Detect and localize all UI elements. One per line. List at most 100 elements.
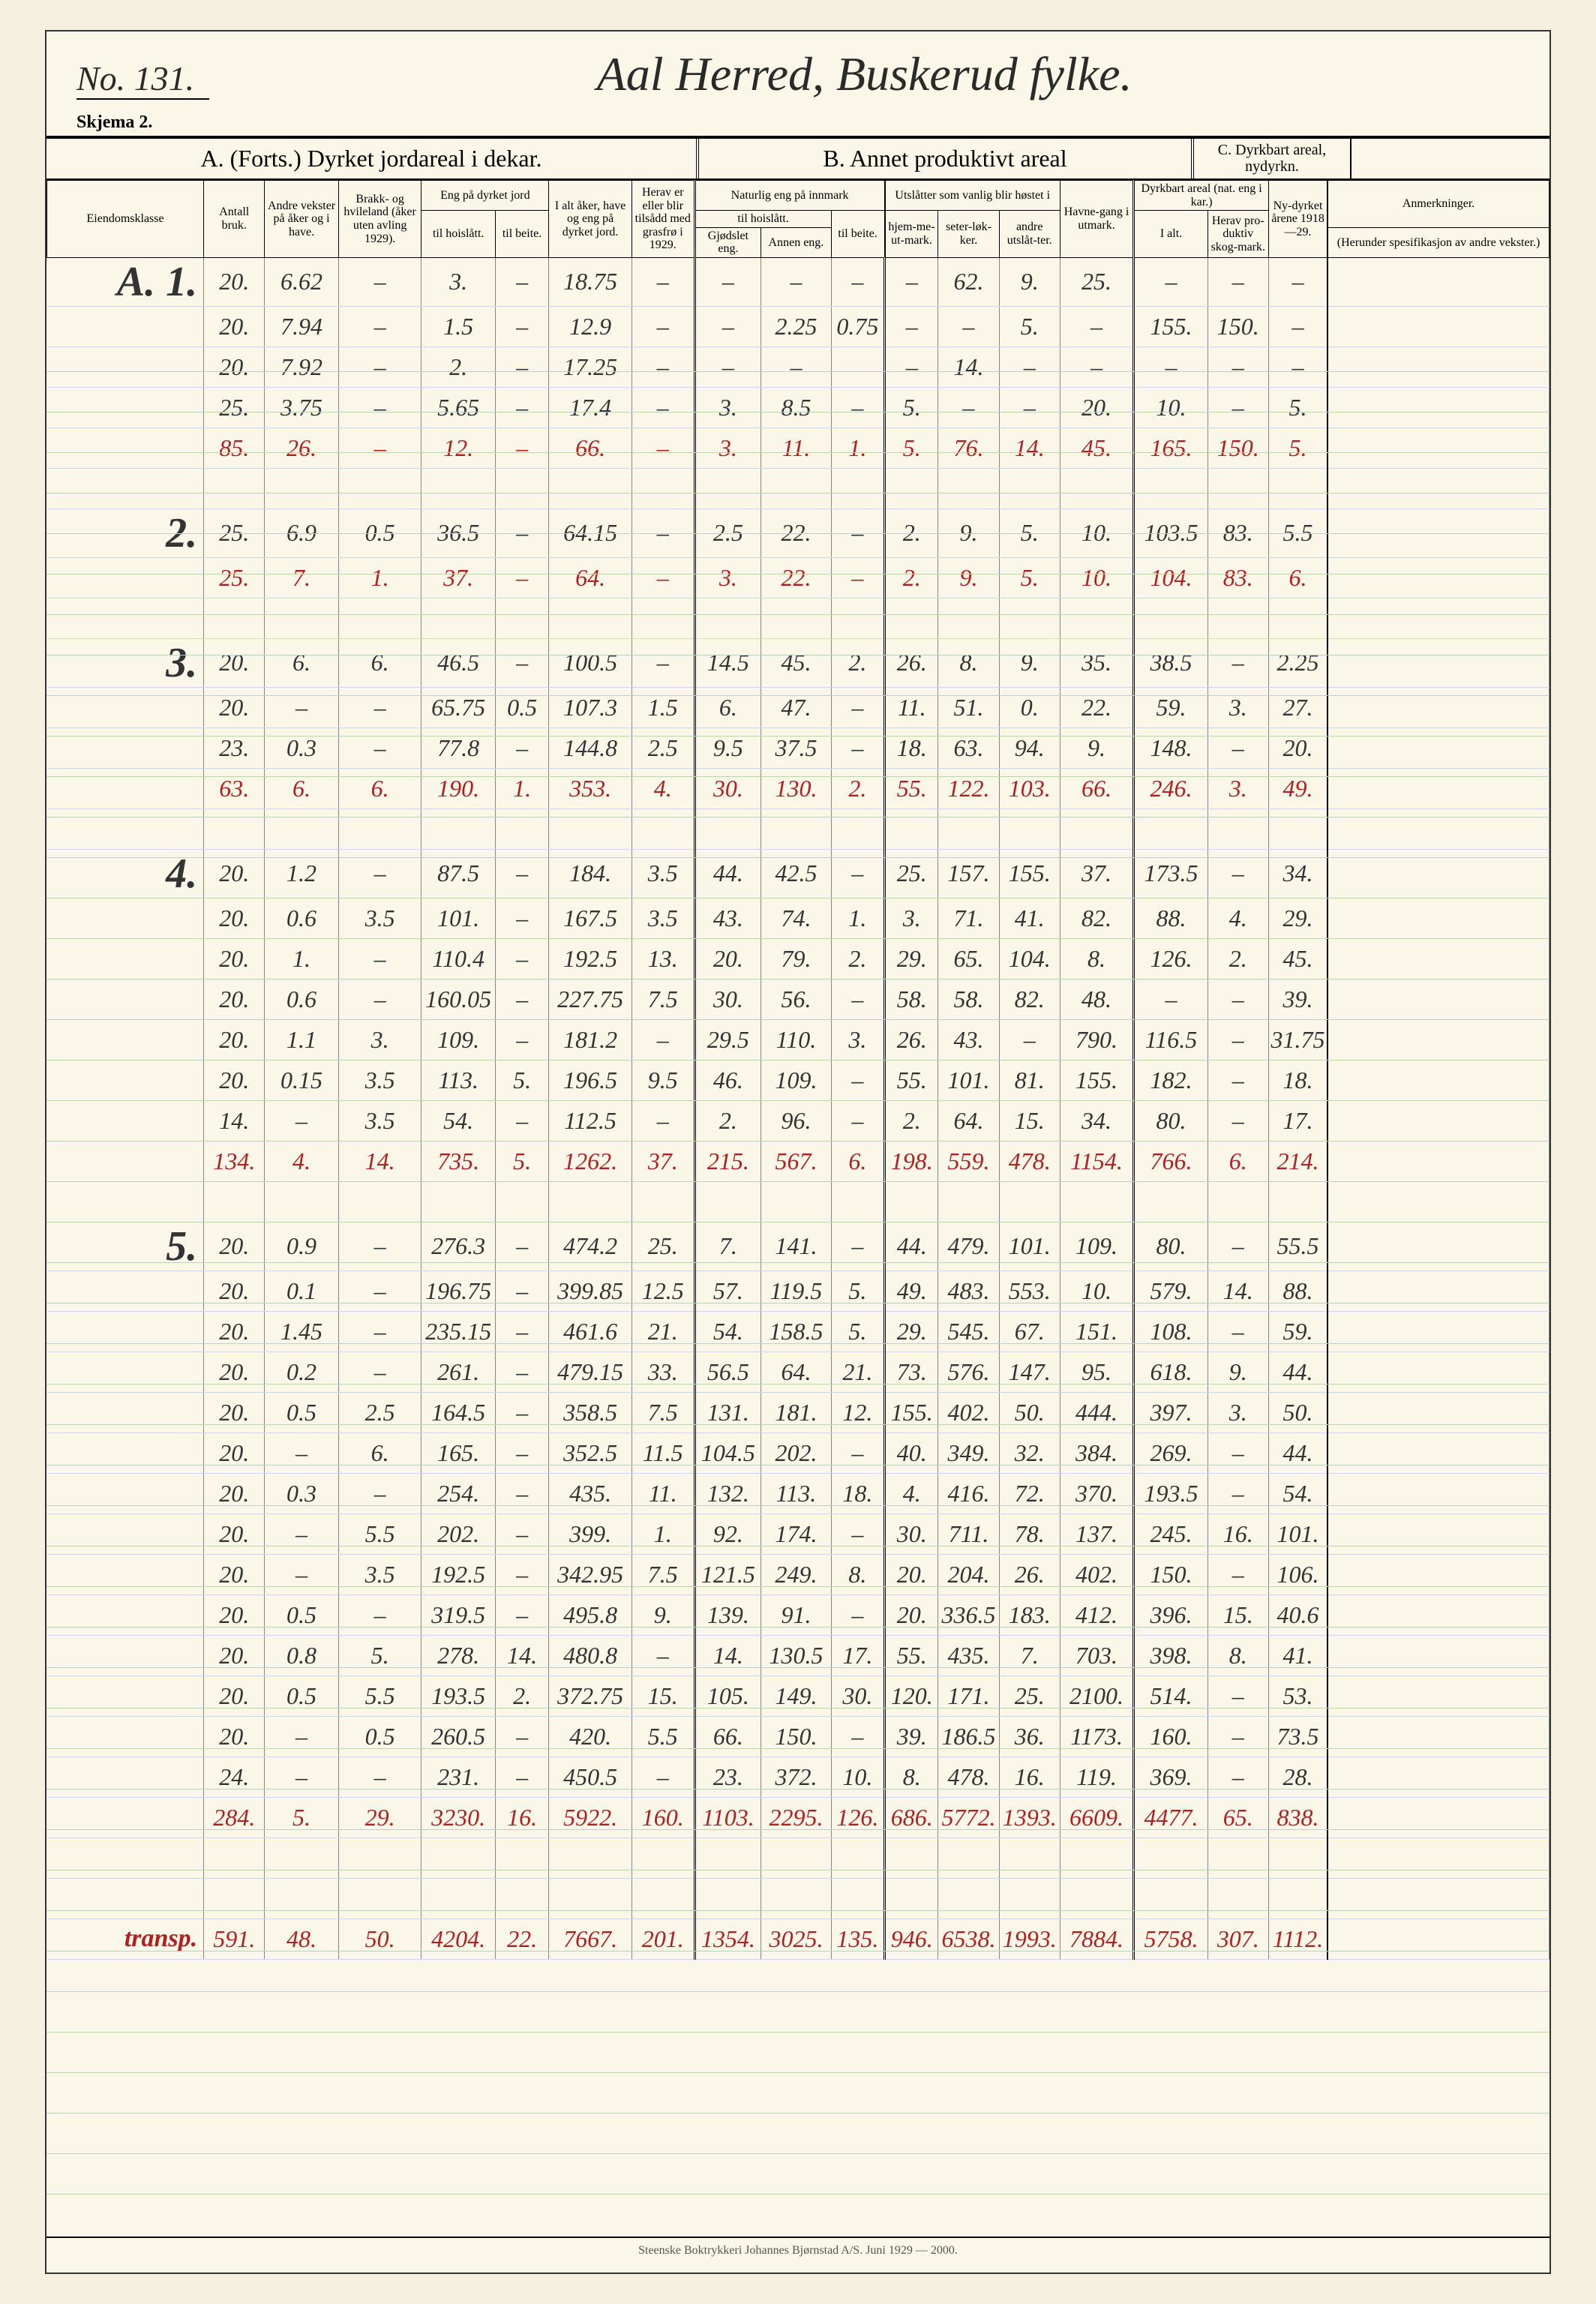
data-cell: 372. <box>761 1756 832 1797</box>
data-cell: – <box>495 979 548 1019</box>
col-nydyrket: Ny-dyrket årene 1918—29. <box>1268 181 1328 258</box>
data-cell <box>1328 898 1549 938</box>
data-cell: 1154. <box>1060 1141 1133 1181</box>
data-cell: 37. <box>1060 849 1133 898</box>
data-cell: 88. <box>1268 1270 1328 1311</box>
data-cell <box>1328 1594 1549 1635</box>
data-cell: 101. <box>422 898 495 938</box>
col-d-ialt: I alt. <box>1134 211 1208 258</box>
data-cell: 55. <box>885 768 938 808</box>
table-row: 20.0.55.5193.52.372.7515.105.149.30.120.… <box>47 1676 1550 1716</box>
data-cell: 20. <box>204 1635 265 1676</box>
data-cell: 790. <box>1060 1019 1133 1060</box>
data-cell: 29. <box>1268 898 1328 938</box>
data-cell <box>1328 1716 1549 1756</box>
data-cell: – <box>495 428 548 468</box>
data-cell: 235.15 <box>422 1311 495 1352</box>
data-cell: 121.5 <box>694 1554 761 1594</box>
table-row: 25.7.1.37.–64.–3.22.–2.9.5.10.104.83.6. <box>47 557 1550 598</box>
col-naturlig-group: Naturlig eng på innmark <box>694 181 884 211</box>
data-cell: 101. <box>999 1222 1060 1270</box>
data-cell: 2. <box>831 638 884 687</box>
data-cell <box>1328 1270 1549 1311</box>
data-cell: 126. <box>831 1797 884 1838</box>
data-cell: 26. <box>999 1554 1060 1594</box>
data-cell: 495.8 <box>549 1594 632 1635</box>
data-cell: 155. <box>1060 1060 1133 1100</box>
data-cell: 20. <box>204 1514 265 1554</box>
data-cell: 101. <box>938 1060 999 1100</box>
data-cell: 20. <box>204 1311 265 1352</box>
row-class-label: A. 1. <box>47 257 204 306</box>
data-cell: 1393. <box>999 1797 1060 1838</box>
data-cell: 2.5 <box>632 728 694 768</box>
data-cell: 65. <box>938 938 999 979</box>
data-cell: 399.85 <box>549 1270 632 1311</box>
data-cell: 47. <box>761 687 832 728</box>
data-cell: 20. <box>204 849 265 898</box>
data-cell: – <box>885 346 938 387</box>
data-cell: 6.9 <box>265 508 338 557</box>
data-cell: 0.6 <box>265 898 338 938</box>
row-class-label <box>47 1716 204 1756</box>
data-cell: 7667. <box>549 1918 632 1959</box>
data-cell: 396. <box>1134 1594 1208 1635</box>
data-cell: 372.75 <box>549 1676 632 1716</box>
col-andre-ut: andre utslåt-ter. <box>999 211 1060 258</box>
data-cell: – <box>265 1756 338 1797</box>
data-cell: 164.5 <box>422 1392 495 1432</box>
data-cell: 1354. <box>694 1918 761 1959</box>
data-cell: 1. <box>831 898 884 938</box>
data-cell: 9. <box>999 257 1060 306</box>
data-cell: 20. <box>204 1392 265 1432</box>
table-row: 20.0.3–254.–435.11.132.113.18.4.416.72.3… <box>47 1473 1550 1514</box>
data-cell: 144.8 <box>549 728 632 768</box>
table-row: 20.1.45–235.15–461.621.54.158.55.29.545.… <box>47 1311 1550 1352</box>
data-cell: 25. <box>999 1676 1060 1716</box>
data-cell: 147. <box>999 1352 1060 1392</box>
data-cell: 20. <box>204 687 265 728</box>
data-cell <box>1328 979 1549 1019</box>
data-cell: 9. <box>1208 1352 1268 1392</box>
data-cell: – <box>885 306 938 346</box>
data-cell: 474.2 <box>549 1222 632 1270</box>
data-cell: 91. <box>761 1594 832 1635</box>
data-cell: 41. <box>999 898 1060 938</box>
data-cell: 57. <box>694 1270 761 1311</box>
data-cell: 10. <box>1060 508 1133 557</box>
data-cell <box>1328 1473 1549 1514</box>
data-cell: 2. <box>1208 938 1268 979</box>
data-cell: 478. <box>999 1141 1060 1181</box>
data-cell: – <box>265 1554 338 1594</box>
data-cell: 3. <box>1208 768 1268 808</box>
data-cell: 20. <box>204 1554 265 1594</box>
data-cell: 51. <box>938 687 999 728</box>
data-cell: 151. <box>1060 1311 1133 1352</box>
data-cell: 384. <box>1060 1432 1133 1473</box>
data-cell: 6. <box>1268 557 1328 598</box>
data-cell: 9. <box>938 557 999 598</box>
data-cell: 30. <box>694 768 761 808</box>
data-cell: 8. <box>885 1756 938 1797</box>
data-cell: 461.6 <box>549 1311 632 1352</box>
data-cell: – <box>338 728 422 768</box>
data-cell <box>1328 1100 1549 1141</box>
data-cell: 4. <box>1208 898 1268 938</box>
data-cell: 2.25 <box>1268 638 1328 687</box>
data-cell: 3. <box>885 898 938 938</box>
data-cell: 104. <box>1134 557 1208 598</box>
data-cell: – <box>831 1514 884 1554</box>
data-cell: 276.3 <box>422 1222 495 1270</box>
data-cell: 37.5 <box>761 728 832 768</box>
data-cell: – <box>761 346 832 387</box>
data-cell: 4204. <box>422 1918 495 1959</box>
data-cell: – <box>495 849 548 898</box>
data-cell: – <box>1208 1222 1268 1270</box>
data-cell: – <box>495 387 548 428</box>
data-cell <box>1328 557 1549 598</box>
data-cell: – <box>1208 1473 1268 1514</box>
data-cell: – <box>831 387 884 428</box>
data-cell: 6. <box>265 638 338 687</box>
row-class-label <box>47 306 204 346</box>
data-cell: 12.9 <box>549 306 632 346</box>
